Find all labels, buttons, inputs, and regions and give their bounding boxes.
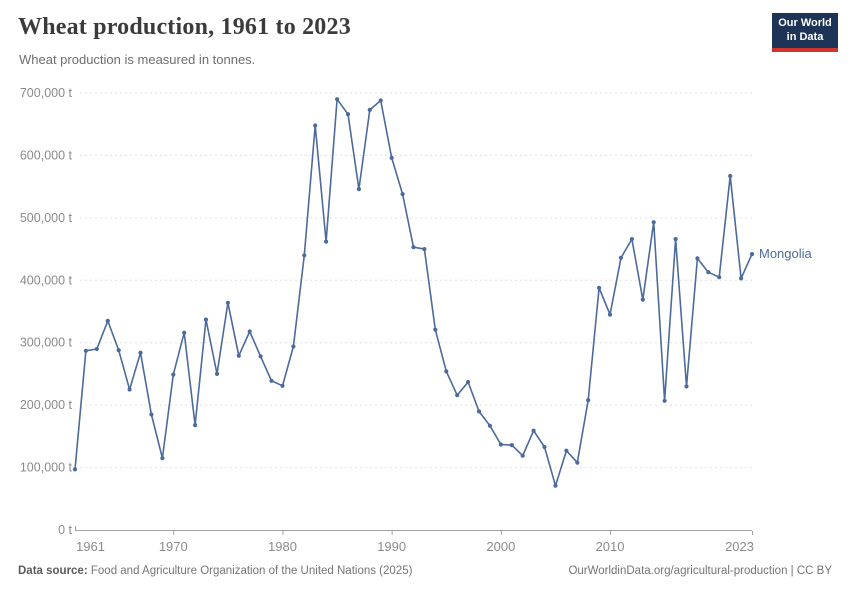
data-point-marker[interactable] (105, 318, 110, 323)
data-point-marker[interactable] (171, 372, 176, 377)
page-title: Wheat production, 1961 to 2023 (18, 14, 351, 40)
data-point-marker[interactable] (182, 330, 187, 335)
data-point-marker[interactable] (400, 192, 405, 197)
data-point-marker[interactable] (203, 317, 209, 322)
data-source-text: Food and Agriculture Organization of the… (90, 565, 413, 577)
y-tick-label: 500,000 t (20, 211, 73, 225)
x-tick-label: 1970 (159, 539, 188, 554)
data-point-marker[interactable] (72, 467, 78, 472)
data-point-marker[interactable] (509, 443, 514, 448)
data-point-marker[interactable] (531, 428, 536, 433)
y-tick-label: 300,000 t (20, 336, 73, 350)
data-point-marker[interactable] (116, 348, 121, 353)
data-point-marker[interactable] (597, 285, 602, 290)
data-point-marker[interactable] (444, 369, 449, 374)
x-tick-label: 1980 (268, 539, 297, 554)
owid-logo[interactable]: Our World in Data (772, 13, 838, 52)
data-point-marker[interactable] (739, 276, 744, 281)
data-point-marker[interactable] (138, 350, 143, 355)
data-point-marker[interactable] (476, 409, 482, 414)
data-point-marker[interactable] (127, 387, 132, 392)
data-point-marker[interactable] (629, 237, 635, 242)
y-tick-label: 700,000 t (20, 86, 73, 100)
data-point-marker[interactable] (83, 348, 88, 353)
data-point-marker[interactable] (564, 448, 569, 453)
data-point-marker[interactable] (433, 327, 438, 332)
data-point-marker[interactable] (706, 270, 711, 275)
x-tick-label: 1961 (76, 539, 105, 554)
x-tick-label: 2010 (596, 539, 625, 554)
data-point-marker[interactable] (618, 255, 624, 260)
data-point-marker[interactable] (422, 247, 427, 252)
data-point-marker[interactable] (728, 173, 733, 179)
data-point-marker[interactable] (553, 483, 558, 488)
data-point-marker[interactable] (302, 253, 307, 258)
data-point-marker[interactable] (324, 239, 329, 244)
data-point-marker[interactable] (498, 442, 503, 447)
x-tick-label: 1990 (377, 539, 406, 554)
data-point-marker[interactable] (455, 393, 460, 398)
data-point-marker[interactable] (651, 220, 656, 225)
data-point-marker[interactable] (640, 297, 645, 302)
owid-logo-line1: Our World (778, 17, 832, 29)
data-point-marker[interactable] (367, 107, 372, 112)
data-point-marker[interactable] (717, 275, 722, 280)
data-point-marker[interactable] (542, 444, 547, 450)
data-point-marker[interactable] (466, 379, 471, 385)
data-point-marker[interactable] (389, 155, 394, 160)
data-point-marker[interactable] (160, 456, 165, 461)
data-point-marker[interactable] (193, 423, 198, 428)
data-point-marker[interactable] (695, 256, 700, 261)
y-tick-label: 200,000 t (20, 398, 73, 412)
data-source-note: Data source: Food and Agriculture Organi… (18, 565, 412, 577)
data-point-marker[interactable] (149, 412, 154, 417)
data-point-marker[interactable] (356, 187, 361, 192)
data-point-marker[interactable] (335, 97, 340, 102)
owid-citation-link[interactable]: OurWorldinData.org/agricultural-producti… (568, 565, 832, 577)
data-point-marker[interactable] (258, 354, 263, 359)
entity-label-mongolia[interactable]: Mongolia (759, 246, 813, 261)
data-point-marker[interactable] (313, 123, 318, 128)
series-line-mongolia[interactable] (74, 98, 753, 487)
data-point-marker[interactable] (411, 245, 416, 250)
chart-subtitle: Wheat production is measured in tonnes. (19, 52, 256, 67)
data-point-marker[interactable] (520, 453, 525, 458)
owid-logo-line2: in Data (786, 30, 824, 43)
chart-footer: Data source: Food and Agriculture Organi… (18, 565, 832, 577)
data-point-marker[interactable] (291, 344, 296, 349)
data-point-marker[interactable] (673, 237, 678, 242)
data-point-marker[interactable] (247, 329, 252, 334)
x-tick-label: 2023 (725, 539, 754, 554)
data-point-marker[interactable] (586, 398, 591, 403)
data-point-marker[interactable] (225, 300, 230, 305)
y-tick-label: 400,000 t (20, 273, 73, 287)
data-point-marker[interactable] (345, 112, 351, 117)
data-point-marker[interactable] (607, 312, 613, 317)
data-point-marker[interactable] (749, 252, 755, 257)
y-tick-label: 600,000 t (20, 148, 73, 162)
data-point-marker[interactable] (280, 383, 285, 388)
data-point-marker[interactable] (575, 460, 580, 465)
y-tick-label: 100,000 t (20, 461, 73, 475)
data-point-marker[interactable] (684, 384, 689, 389)
data-point-marker[interactable] (487, 423, 492, 428)
data-point-marker[interactable] (236, 353, 241, 358)
y-tick-label: 0 t (58, 523, 72, 537)
data-point-marker[interactable] (378, 98, 383, 103)
data-point-marker[interactable] (214, 371, 220, 376)
data-point-marker[interactable] (662, 398, 667, 403)
x-tick-label: 2000 (486, 539, 515, 554)
data-source-label: Data source: (18, 565, 88, 577)
data-point-marker[interactable] (94, 346, 99, 352)
data-point-marker[interactable] (269, 378, 274, 383)
